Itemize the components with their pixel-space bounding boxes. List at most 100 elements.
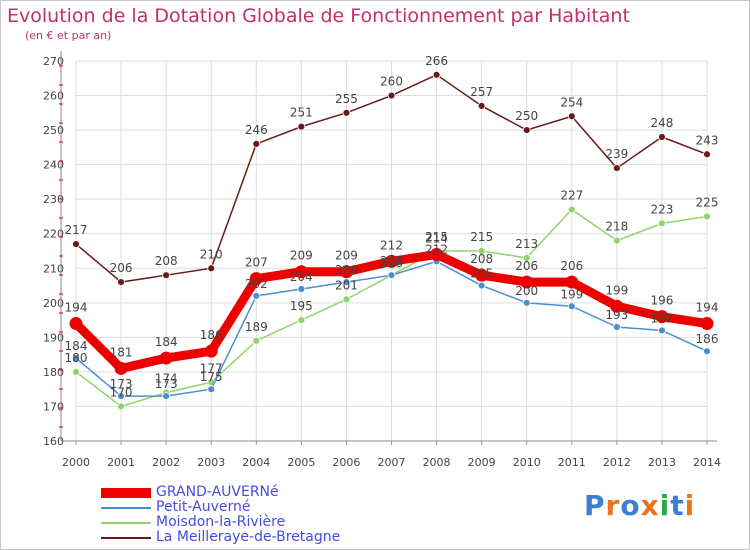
data-label: 199 [560, 287, 583, 301]
data-label: 218 [605, 220, 628, 234]
data-label: 215 [470, 230, 493, 244]
x-tick-label: 2007 [378, 456, 406, 469]
data-label: 184 [155, 335, 178, 349]
data-point [655, 310, 669, 324]
data-point [610, 299, 624, 313]
x-tick-label: 2012 [603, 456, 631, 469]
data-label: 206 [110, 261, 133, 275]
data-label: 254 [560, 95, 583, 109]
data-label: 225 [696, 195, 719, 209]
data-point [612, 323, 621, 331]
data-point [658, 326, 666, 335]
data-label: 205 [470, 267, 493, 281]
axes: 1601701801902002102202302402502602702000… [43, 51, 721, 469]
x-tick-label: 2005 [287, 456, 315, 469]
data-label: 181 [110, 345, 133, 359]
data-label: 170 [110, 385, 133, 399]
chart-title: Evolution de la Dotation Globale de Fonc… [7, 5, 630, 27]
data-point [159, 351, 173, 365]
data-label: 213 [515, 237, 538, 251]
x-tick-label: 2014 [693, 456, 721, 469]
data-label: 239 [605, 147, 628, 161]
data-label: 257 [470, 85, 493, 99]
data-point [522, 254, 531, 262]
data-label: 266 [425, 54, 448, 68]
data-point [387, 91, 396, 100]
logo-letter: i [659, 489, 671, 522]
data-label: 206 [560, 259, 583, 273]
data-point [477, 281, 486, 290]
data-label: 250 [515, 109, 538, 123]
logo-letter: t [670, 489, 685, 522]
data-label: 208 [155, 254, 178, 268]
chart-subtitle: (en € et par an) [25, 29, 112, 42]
logo-letter: r [605, 489, 621, 522]
data-point [658, 133, 666, 141]
legend-swatch [101, 522, 151, 524]
data-point [297, 285, 306, 293]
data-point [252, 140, 261, 148]
x-tick-label: 2002 [152, 456, 180, 469]
data-label: 209 [290, 249, 313, 263]
data-label: 260 [380, 75, 403, 89]
data-label: 194 [65, 301, 88, 315]
data-label: 186 [696, 332, 719, 346]
data-point [432, 70, 441, 79]
data-label: 184 [65, 339, 88, 353]
data-label: 212 [425, 242, 448, 256]
y-tick-label: 260 [43, 90, 64, 103]
data-label: 199 [605, 283, 628, 297]
data-point [162, 392, 171, 400]
data-label: 173 [155, 377, 178, 391]
legend-label: Petit-Auverné [156, 499, 251, 515]
data-point [612, 236, 621, 245]
data-label: 227 [560, 189, 583, 203]
x-tick-label: 2006 [332, 456, 360, 469]
data-point [249, 272, 263, 286]
data-point [477, 102, 486, 110]
data-point [204, 344, 218, 358]
data-point [72, 240, 80, 248]
data-label: 180 [65, 351, 88, 365]
series-group [69, 70, 714, 411]
data-point [114, 361, 128, 375]
data-label: 174 [155, 372, 178, 386]
data-label: 202 [245, 277, 268, 291]
legend-swatch [101, 537, 151, 539]
data-label: 248 [650, 116, 673, 130]
data-label: 246 [245, 123, 268, 137]
data-label: 193 [605, 308, 628, 322]
x-tick-label: 2013 [648, 456, 676, 469]
data-point [522, 126, 531, 134]
x-tick-label: 2001 [107, 456, 135, 469]
data-label: 210 [200, 247, 223, 261]
y-tick-label: 190 [43, 331, 64, 344]
data-label: 186 [200, 328, 223, 342]
data-label: 195 [290, 299, 313, 313]
data-label: 255 [335, 92, 358, 106]
data-label: 217 [65, 223, 88, 237]
data-labels: 217 206 208 210 246 251 255 260 266 257 250 254 239 2… [65, 54, 719, 400]
logo-letter: x [640, 489, 660, 522]
data-point [700, 317, 714, 331]
data-point [703, 347, 711, 356]
y-tick-label: 200 [43, 297, 64, 310]
x-tick-label: 2008 [423, 456, 451, 469]
x-tick-label: 2010 [513, 456, 541, 469]
legend-label: Moisdon-la-Rivière [156, 514, 286, 530]
x-tick-label: 2000 [62, 456, 90, 469]
y-tick-label: 160 [43, 435, 64, 448]
data-label: 208 [470, 252, 493, 266]
proxiti-logo: Proxiti [584, 489, 695, 522]
data-point [117, 402, 125, 411]
data-point [567, 205, 576, 214]
x-tick-label: 2009 [468, 456, 496, 469]
data-point [342, 295, 351, 304]
data-point [567, 112, 576, 121]
data-label: 212 [380, 238, 403, 252]
data-point [252, 292, 261, 300]
data-point [477, 247, 486, 255]
data-label: 189 [245, 320, 268, 334]
data-point [387, 271, 396, 280]
